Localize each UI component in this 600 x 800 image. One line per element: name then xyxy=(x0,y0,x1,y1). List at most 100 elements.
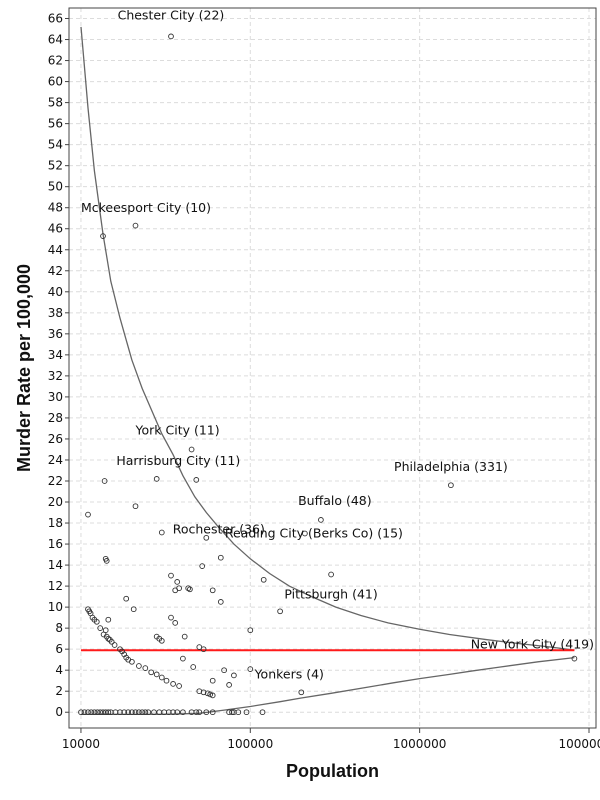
annotation-label: Pittsburgh (41) xyxy=(284,587,377,602)
data-point xyxy=(209,709,216,716)
data-point xyxy=(142,709,149,716)
y-tick-label: 54 xyxy=(48,138,63,152)
data-point xyxy=(125,709,132,716)
annotation-label: Yonkers (4) xyxy=(254,666,324,681)
y-tick-label: 16 xyxy=(48,537,63,551)
data-point xyxy=(148,669,155,676)
data-point xyxy=(88,709,95,716)
annotation-label: Reading City (Berks Co) (15) xyxy=(225,526,403,541)
y-tick-label: 44 xyxy=(48,243,63,257)
data-point xyxy=(129,658,135,665)
y-tick-label: 48 xyxy=(48,201,63,215)
y-tick-label: 38 xyxy=(48,306,63,320)
data-point xyxy=(91,709,98,716)
y-tick-label: 20 xyxy=(48,495,63,509)
y-tick-label: 46 xyxy=(48,222,63,236)
data-point xyxy=(259,709,266,716)
y-tick-label: 56 xyxy=(48,117,63,131)
y-tick-label: 28 xyxy=(48,411,63,425)
data-point xyxy=(121,709,128,716)
y-tick-label: 32 xyxy=(48,369,63,383)
y-axis-title: Murder Rate per 100,000 xyxy=(14,264,34,472)
data-point xyxy=(97,625,104,631)
data-point xyxy=(85,511,91,518)
data-point xyxy=(196,709,203,716)
data-point xyxy=(209,692,216,699)
data-point xyxy=(101,478,108,484)
annotation-label: New York City (419) xyxy=(471,637,594,652)
data-point xyxy=(81,709,88,716)
annotation-label: Rochester (36) xyxy=(173,522,265,537)
data-point xyxy=(93,618,100,625)
data-point xyxy=(129,709,135,716)
data-point xyxy=(199,563,206,569)
y-tick-label: 42 xyxy=(48,264,63,278)
data-point xyxy=(132,709,139,716)
data-point xyxy=(203,709,210,716)
y-tick-label: 36 xyxy=(48,327,63,341)
data-point xyxy=(203,534,210,541)
data-point xyxy=(168,33,174,40)
data-point xyxy=(188,446,195,453)
data-point xyxy=(158,674,165,681)
y-tick-label: 22 xyxy=(48,474,63,488)
data-point xyxy=(145,709,152,716)
annotation-label: Chester City (22) xyxy=(118,7,225,22)
y-tick-label: 30 xyxy=(48,390,63,404)
data-point xyxy=(247,627,254,634)
data-point xyxy=(105,709,112,716)
data-point xyxy=(193,709,200,716)
data-point xyxy=(180,709,186,716)
data-point xyxy=(181,633,188,640)
data-point xyxy=(163,677,170,684)
y-tick-label: 4 xyxy=(55,663,63,677)
data-point xyxy=(139,709,146,716)
data-point xyxy=(103,558,110,564)
y-tick-label: 34 xyxy=(48,348,63,362)
data-point xyxy=(207,691,214,698)
data-point xyxy=(158,529,165,536)
data-point xyxy=(200,646,207,653)
annotation-label: Harrisburg City (11) xyxy=(116,453,240,468)
data-point xyxy=(168,614,174,621)
data-point xyxy=(78,709,84,716)
data-point xyxy=(117,709,123,716)
x-tick-label: 100000 xyxy=(227,737,273,751)
x-tick-label: 1000000 xyxy=(393,737,446,751)
data-point xyxy=(97,709,104,716)
data-point xyxy=(318,517,324,523)
y-tick-label: 64 xyxy=(48,33,63,47)
data-point xyxy=(170,709,176,716)
data-point xyxy=(190,664,197,670)
data-point xyxy=(217,554,224,561)
data-point xyxy=(193,477,200,483)
data-point xyxy=(260,576,267,583)
data-point xyxy=(136,709,142,716)
data-point xyxy=(168,572,174,579)
annotation-label: Philadelphia (331) xyxy=(394,459,508,474)
data-point xyxy=(231,672,237,679)
x-axis-title: Population xyxy=(286,761,379,781)
curve-upper xyxy=(80,26,575,651)
y-tick-label: 62 xyxy=(48,54,63,68)
data-point xyxy=(176,683,182,689)
y-tick-label: 58 xyxy=(48,96,63,110)
y-tick-label: 24 xyxy=(48,453,63,467)
data-point xyxy=(174,709,181,716)
data-point xyxy=(235,709,242,716)
y-tick-label: 6 xyxy=(55,642,63,656)
data-point xyxy=(229,709,235,716)
data-point xyxy=(209,677,216,684)
y-tick-label: 18 xyxy=(48,516,63,530)
data-point xyxy=(298,689,305,696)
data-point xyxy=(132,503,139,510)
x-tick-label: 10000 xyxy=(62,737,100,751)
data-point xyxy=(200,689,207,696)
x-tick-label: 10000000 xyxy=(558,737,600,751)
data-point xyxy=(302,530,308,537)
data-point xyxy=(108,638,115,645)
y-tick-label: 40 xyxy=(48,285,63,299)
data-point xyxy=(123,595,130,602)
